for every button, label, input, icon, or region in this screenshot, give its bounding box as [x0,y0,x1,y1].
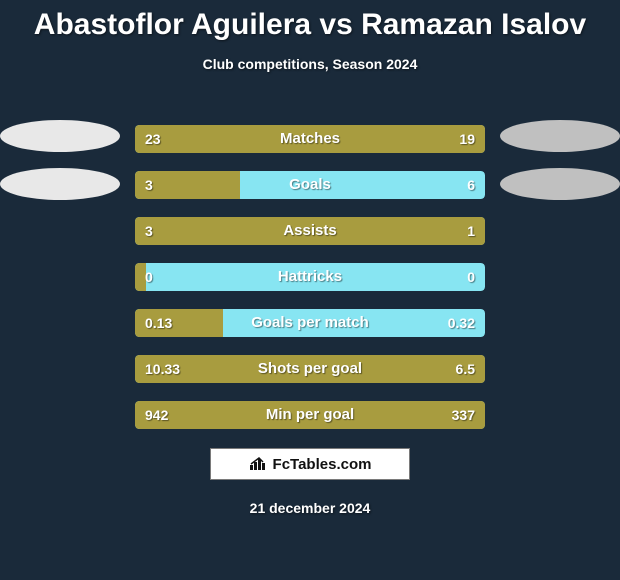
team-badge-placeholder [0,120,120,152]
stat-row: 942Min per goal337 [135,401,485,429]
stat-value-right: 0 [467,263,475,291]
stat-label: Goals per match [135,309,485,337]
stat-value-right: 19 [459,125,475,153]
stat-label: Shots per goal [135,355,485,383]
stat-value-right: 6 [467,171,475,199]
page-subtitle: Club competitions, Season 2024 [0,56,620,72]
stat-label: Goals [135,171,485,199]
stat-row: 23Matches19 [135,125,485,153]
stat-value-right: 6.5 [456,355,475,383]
stat-row: 10.33Shots per goal6.5 [135,355,485,383]
stat-row: 3Assists1 [135,217,485,245]
team-badge-placeholder [500,168,620,200]
stats-bars: 23Matches19 3Goals6 3Assists1 0Hattricks0 0.… [135,125,485,447]
stat-value-right: 0.32 [448,309,475,337]
chart-icon [249,457,267,471]
stat-row: 0.13Goals per match0.32 [135,309,485,337]
stat-label: Matches [135,125,485,153]
stat-value-right: 337 [452,401,475,429]
stat-label: Hattricks [135,263,485,291]
right-team-badges [500,120,620,216]
stat-row: 0Hattricks0 [135,263,485,291]
brand-footer[interactable]: FcTables.com [210,448,410,480]
stat-label: Min per goal [135,401,485,429]
footer-date: 21 december 2024 [0,500,620,516]
team-badge-placeholder [0,168,120,200]
left-team-badges [0,120,120,216]
brand-name: FcTables.com [273,456,372,473]
team-badge-placeholder [500,120,620,152]
page-title: Abastoflor Aguilera vs Ramazan Isalov [0,0,620,42]
stat-value-right: 1 [467,217,475,245]
stat-label: Assists [135,217,485,245]
stat-row: 3Goals6 [135,171,485,199]
